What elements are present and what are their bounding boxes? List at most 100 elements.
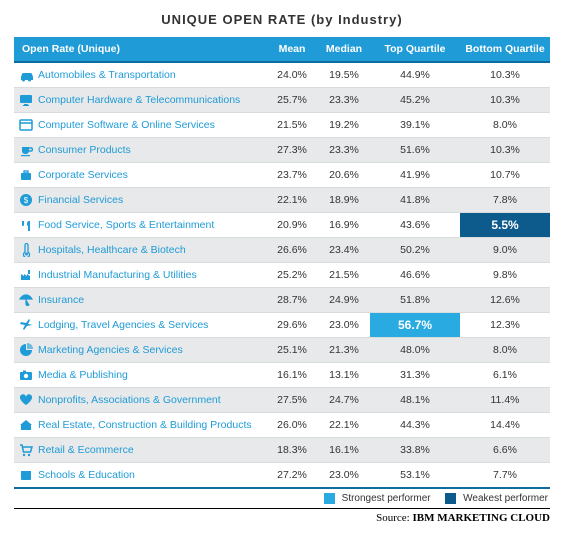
table-row: Lodging, Travel Agencies & Services29.6%… (14, 313, 550, 338)
row-label: Consumer Products (14, 138, 266, 163)
cell-mean: 29.6% (266, 313, 318, 338)
book-icon (18, 468, 34, 482)
row-label: Insurance (14, 288, 266, 313)
cell-topq: 56.7% (370, 313, 460, 338)
legend-weak: Weakest performer (463, 493, 548, 504)
cell-median: 19.2% (318, 113, 370, 138)
cell-median: 19.5% (318, 62, 370, 88)
cell-mean: 26.0% (266, 413, 318, 438)
cell-topq: 50.2% (370, 238, 460, 263)
cell-mean: 25.7% (266, 88, 318, 113)
cell-mean: 28.7% (266, 288, 318, 313)
cell-topq: 51.8% (370, 288, 460, 313)
row-label-text: Schools & Education (38, 469, 135, 481)
table-row: Consumer Products27.3%23.3%51.6%10.3% (14, 138, 550, 163)
cell-median: 21.3% (318, 338, 370, 363)
col-topq: Top Quartile (370, 37, 460, 62)
table-row: Marketing Agencies & Services25.1%21.3%4… (14, 338, 550, 363)
chart-title: UNIQUE OPEN RATE (by Industry) (14, 12, 550, 27)
cell-botq: 10.3% (460, 138, 550, 163)
cell-botq: 6.6% (460, 438, 550, 463)
factory-icon (18, 268, 34, 282)
row-label: Corporate Services (14, 163, 266, 188)
cell-mean: 27.5% (266, 388, 318, 413)
cell-topq: 51.6% (370, 138, 460, 163)
cell-botq: 6.1% (460, 363, 550, 388)
plane-icon (18, 318, 34, 332)
row-label: Computer Software & Online Services (14, 113, 266, 138)
row-label: Industrial Manufacturing & Utilities (14, 263, 266, 288)
cell-botq: 9.8% (460, 263, 550, 288)
row-label-text: Retail & Ecommerce (38, 444, 134, 456)
cell-topq: 41.8% (370, 188, 460, 213)
cell-topq: 41.9% (370, 163, 460, 188)
table-row: Computer Software & Online Services21.5%… (14, 113, 550, 138)
row-label: Marketing Agencies & Services (14, 338, 266, 363)
cell-botq: 7.7% (460, 463, 550, 489)
cell-botq: 9.0% (460, 238, 550, 263)
cell-median: 23.3% (318, 138, 370, 163)
camera-icon (18, 368, 34, 382)
cell-botq: 10.7% (460, 163, 550, 188)
row-label-text: Marketing Agencies & Services (38, 344, 183, 356)
row-label-text: Media & Publishing (38, 369, 128, 381)
cell-botq: 5.5% (460, 213, 550, 238)
pie-icon (18, 343, 34, 357)
cell-median: 20.6% (318, 163, 370, 188)
table-row: Nonprofits, Associations & Government 27.… (14, 388, 550, 413)
cell-topq: 48.0% (370, 338, 460, 363)
cell-topq: 39.1% (370, 113, 460, 138)
table-row: Corporate Services 23.7%20.6%41.9%10.7% (14, 163, 550, 188)
row-label-text: Computer Hardware & Telecommunications (38, 94, 240, 106)
row-label-text: Real Estate, Construction & Building Pro… (38, 419, 252, 431)
source-prefix: Source: (376, 512, 412, 524)
table-row: Hospitals, Healthcare & Biotech26.6%23.4… (14, 238, 550, 263)
cell-median: 16.1% (318, 438, 370, 463)
row-label-text: Hospitals, Healthcare & Biotech (38, 244, 186, 256)
cell-median: 22.1% (318, 413, 370, 438)
col-median: Median (318, 37, 370, 62)
cell-botq: 8.0% (460, 338, 550, 363)
col-label: Open Rate (Unique) (14, 37, 266, 62)
table-row: Automobiles & Transportation24.0%19.5%44… (14, 62, 550, 88)
col-mean: Mean (266, 37, 318, 62)
cell-topq: 45.2% (370, 88, 460, 113)
row-label: Food Service, Sports & Entertainment (14, 213, 266, 238)
heart-icon (18, 393, 34, 407)
cell-mean: 26.6% (266, 238, 318, 263)
cell-topq: 31.3% (370, 363, 460, 388)
cell-botq: 14.4% (460, 413, 550, 438)
food-icon (18, 218, 34, 232)
row-label-text: Corporate Services (38, 169, 128, 181)
cell-botq: 10.3% (460, 88, 550, 113)
car-icon (18, 68, 34, 82)
cell-mean: 20.9% (266, 213, 318, 238)
cell-mean: 27.3% (266, 138, 318, 163)
cell-mean: 23.7% (266, 163, 318, 188)
cell-topq: 48.1% (370, 388, 460, 413)
cell-median: 13.1% (318, 363, 370, 388)
cell-median: 23.3% (318, 88, 370, 113)
window-icon (18, 118, 34, 132)
row-label-text: Financial Services (38, 194, 123, 206)
cell-botq: 8.0% (460, 113, 550, 138)
cart-icon (18, 443, 34, 457)
cell-mean: 24.0% (266, 62, 318, 88)
thermo-icon (18, 243, 34, 257)
row-label: Media & Publishing (14, 363, 266, 388)
table-row: Insurance28.7%24.9%51.8%12.6% (14, 288, 550, 313)
cell-mean: 22.1% (266, 188, 318, 213)
cell-mean: 21.5% (266, 113, 318, 138)
cell-botq: 12.3% (460, 313, 550, 338)
swatch-strong (324, 493, 335, 504)
row-label-text: Insurance (38, 294, 84, 306)
cell-botq: 7.8% (460, 188, 550, 213)
cell-mean: 16.1% (266, 363, 318, 388)
row-label: Retail & Ecommerce (14, 438, 266, 463)
legend-strong: Strongest performer (342, 493, 431, 504)
cell-median: 16.9% (318, 213, 370, 238)
cell-mean: 27.2% (266, 463, 318, 489)
dollar-icon (18, 193, 34, 207)
row-label-text: Nonprofits, Associations & Government (38, 394, 221, 406)
legend: Strongest performer Weakest performer (14, 489, 550, 506)
